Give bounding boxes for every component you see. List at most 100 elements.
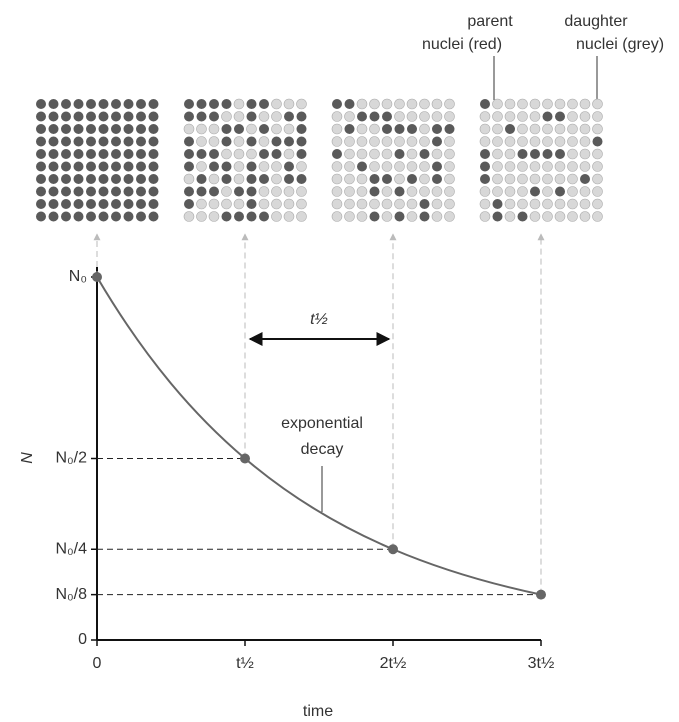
nucleus xyxy=(184,99,194,109)
nucleus xyxy=(357,111,367,122)
nucleus xyxy=(504,211,516,222)
nucleus xyxy=(148,149,159,159)
nucleus xyxy=(579,111,591,122)
daughter-label: nuclei (grey) xyxy=(576,36,664,53)
nucleus xyxy=(259,124,269,134)
nucleus xyxy=(517,198,528,210)
nucleus xyxy=(517,136,528,147)
nucleus xyxy=(517,211,528,222)
nucleus xyxy=(344,111,355,122)
nucleus xyxy=(492,161,503,172)
nucleus xyxy=(183,211,195,222)
y-axis-label: N xyxy=(19,452,36,464)
nucleus xyxy=(48,211,59,222)
nucleus xyxy=(221,148,232,160)
nucleus xyxy=(36,199,46,209)
nucleus xyxy=(480,174,490,184)
nucleus xyxy=(406,136,418,147)
nucleus xyxy=(36,161,46,172)
nucleus xyxy=(492,173,503,185)
nucleus xyxy=(432,136,442,147)
nucleus xyxy=(357,161,367,172)
nucleus xyxy=(196,174,207,184)
nucleus xyxy=(136,199,146,209)
data-point xyxy=(536,589,546,600)
nucleus xyxy=(432,124,442,134)
nucleus xyxy=(567,136,578,147)
nucleus xyxy=(48,161,59,172)
nucleus xyxy=(36,149,46,159)
nucleus xyxy=(444,148,455,160)
nucleus xyxy=(492,123,503,135)
nucleus xyxy=(98,211,109,222)
nucleus xyxy=(432,174,442,184)
nucleus xyxy=(234,211,244,222)
nucleus xyxy=(221,136,232,147)
nucleus xyxy=(344,173,355,185)
nucleus xyxy=(98,174,109,184)
nucleus xyxy=(480,99,490,109)
nucleus xyxy=(431,186,443,197)
nucleus xyxy=(111,186,121,197)
nucleus xyxy=(419,211,430,222)
nucleus xyxy=(431,98,443,110)
nucleus xyxy=(419,199,430,209)
nucleus xyxy=(419,173,430,185)
nucleus xyxy=(555,149,565,159)
nucleus xyxy=(123,199,134,209)
curve-label: decay xyxy=(301,441,344,458)
nucleus xyxy=(296,211,307,222)
nucleus xyxy=(271,111,282,122)
nucleus xyxy=(406,111,418,122)
nucleus xyxy=(184,186,194,197)
nucleus xyxy=(246,199,257,209)
nucleus xyxy=(394,198,405,210)
nucleus xyxy=(221,186,232,197)
nucleus xyxy=(344,198,355,210)
y-tick-label: N₀/4 xyxy=(55,540,87,557)
nucleus xyxy=(148,161,159,172)
nucleus xyxy=(234,186,244,197)
nucleus xyxy=(183,173,195,185)
nucleus xyxy=(86,124,96,134)
nucleus xyxy=(579,98,591,110)
nucleus xyxy=(369,161,380,172)
nucleus xyxy=(492,136,503,147)
nucleus xyxy=(258,161,270,172)
nucleus xyxy=(554,98,566,110)
nucleus xyxy=(208,136,220,147)
nucleus xyxy=(529,173,541,185)
nucleus xyxy=(592,98,603,110)
nucleus xyxy=(73,211,84,222)
nucleus xyxy=(61,111,71,122)
nucleus xyxy=(517,111,528,122)
nucleus xyxy=(517,173,528,185)
nucleus xyxy=(136,99,146,109)
nucleus xyxy=(406,148,418,160)
nucleus xyxy=(296,136,307,147)
nucleus xyxy=(555,186,565,197)
nucleus xyxy=(86,174,96,184)
nucleus xyxy=(36,99,46,109)
nucleus xyxy=(356,98,368,110)
nucleus xyxy=(529,111,541,122)
nucleus xyxy=(61,211,71,222)
nucleus xyxy=(283,211,295,222)
nucleus xyxy=(406,161,418,172)
nucleus xyxy=(98,161,109,172)
data-point xyxy=(388,544,398,555)
x-tick-label: 3t½ xyxy=(528,655,555,672)
nucleus xyxy=(271,173,282,185)
nucleus xyxy=(283,198,295,210)
nucleus xyxy=(48,186,59,197)
nucleus xyxy=(554,173,566,185)
nucleus xyxy=(184,136,194,147)
nucleus xyxy=(331,123,343,135)
nucleus xyxy=(196,136,207,147)
nucleus xyxy=(123,211,134,222)
nucleus xyxy=(419,98,430,110)
nucleus xyxy=(123,136,134,147)
nucleus xyxy=(529,161,541,172)
nucleus xyxy=(48,174,59,184)
nucleus xyxy=(592,123,603,135)
